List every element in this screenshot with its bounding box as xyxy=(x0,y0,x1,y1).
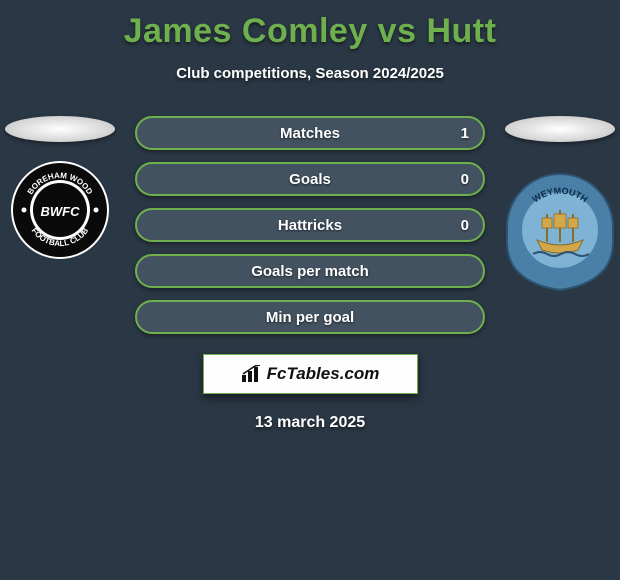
right-player-ellipse xyxy=(505,116,615,142)
footer-date: 13 march 2025 xyxy=(0,414,620,432)
stat-label: Goals per match xyxy=(251,263,369,280)
bars-icon xyxy=(241,365,263,383)
page-title: James Comley vs Hutt xyxy=(0,0,620,51)
left-badge-initials: BWFC xyxy=(41,204,81,219)
main-content-row: BOREHAM WOOD FOOTBALL CLUB BWFC Matches … xyxy=(0,116,620,334)
stat-row-goals-per-match: Goals per match xyxy=(135,254,485,288)
brand-text: FcTables.com xyxy=(267,364,380,384)
stat-label: Hattricks xyxy=(278,217,342,234)
stat-label: Goals xyxy=(289,171,331,188)
stat-value-right: 0 xyxy=(461,217,469,234)
stat-label: Matches xyxy=(280,125,340,142)
stat-value-right: 0 xyxy=(461,171,469,188)
brand-box[interactable]: FcTables.com xyxy=(203,354,418,394)
right-club-column: WEYMOUTH xyxy=(500,116,620,297)
stats-column: Matches 1 Goals 0 Hattricks 0 Goals per … xyxy=(135,116,485,334)
stat-row-matches: Matches 1 xyxy=(135,116,485,150)
stat-row-min-per-goal: Min per goal xyxy=(135,300,485,334)
stat-row-goals: Goals 0 xyxy=(135,162,485,196)
right-club-badge: WEYMOUTH xyxy=(505,172,615,297)
left-club-badge: BOREHAM WOOD FOOTBALL CLUB BWFC xyxy=(10,160,110,265)
stat-row-hattricks: Hattricks 0 xyxy=(135,208,485,242)
stat-label: Min per goal xyxy=(266,309,354,326)
left-player-ellipse xyxy=(5,116,115,142)
left-club-column: BOREHAM WOOD FOOTBALL CLUB BWFC xyxy=(0,116,120,265)
page-subtitle: Club competitions, Season 2024/2025 xyxy=(0,65,620,82)
stat-value-right: 1 xyxy=(461,125,469,142)
